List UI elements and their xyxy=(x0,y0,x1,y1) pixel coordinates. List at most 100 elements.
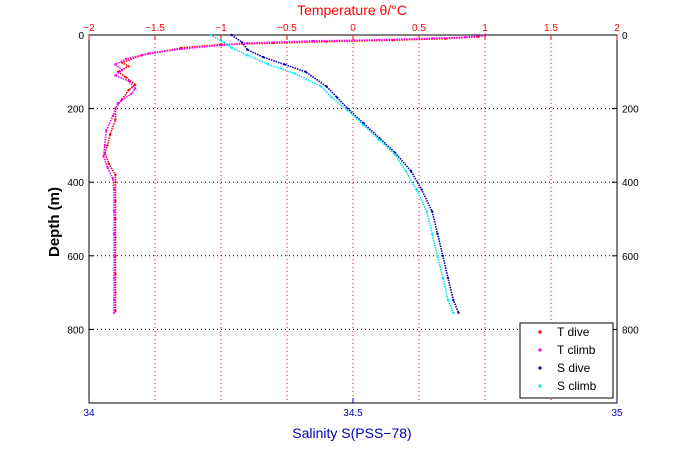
data-point xyxy=(127,89,130,92)
data-point xyxy=(180,47,183,51)
right-axis-tick-label: 600 xyxy=(622,252,639,263)
left-axis-tick-label: 200 xyxy=(67,105,84,116)
data-point xyxy=(431,210,434,213)
data-point xyxy=(112,210,116,213)
right-axis-tick-label: 200 xyxy=(622,105,639,116)
data-point xyxy=(134,87,137,90)
data-point xyxy=(112,311,116,314)
data-point xyxy=(394,153,397,156)
data-point xyxy=(404,170,407,173)
data-point xyxy=(112,254,116,257)
data-point xyxy=(209,33,212,37)
data-point xyxy=(120,68,124,72)
data-point xyxy=(127,79,130,83)
data-point xyxy=(420,188,423,191)
data-point xyxy=(346,107,349,110)
data-point xyxy=(436,254,439,257)
data-point xyxy=(111,177,115,180)
data-point xyxy=(394,151,397,154)
top-axis-tick-label: 2 xyxy=(614,23,620,34)
data-point xyxy=(114,74,117,77)
data-point xyxy=(240,41,244,44)
data-point xyxy=(436,232,439,235)
data-point xyxy=(219,39,223,42)
top-axis-title: Temperature θ/°C xyxy=(297,2,407,18)
data-point xyxy=(246,48,249,51)
data-point xyxy=(452,298,455,302)
data-point xyxy=(147,52,150,55)
legend-marker xyxy=(538,384,542,388)
legend-box xyxy=(519,322,614,399)
data-point xyxy=(114,63,117,66)
data-point xyxy=(111,114,115,118)
grid xyxy=(89,35,617,403)
data-point xyxy=(312,39,315,43)
data-point xyxy=(446,276,450,280)
legend-label: T climb xyxy=(557,343,596,357)
data-point xyxy=(246,54,249,57)
right-axis-tick-label: 800 xyxy=(622,325,639,336)
data-point xyxy=(336,96,339,99)
data-point xyxy=(108,133,112,136)
data-marks xyxy=(102,33,487,314)
data-point xyxy=(112,188,116,191)
data-point xyxy=(441,254,444,257)
data-point xyxy=(362,124,365,127)
top-axis-tick-label: −0.5 xyxy=(277,23,297,34)
data-point xyxy=(346,109,349,112)
data-point xyxy=(431,232,434,235)
top-axis-tick-label: 1 xyxy=(482,23,488,34)
data-point xyxy=(293,72,297,75)
data-point xyxy=(431,37,434,40)
data-point xyxy=(320,85,323,88)
left-axis-tick-label: 400 xyxy=(67,178,84,189)
data-point xyxy=(483,34,487,37)
data-point xyxy=(230,33,233,37)
legend-marker xyxy=(538,366,542,370)
top-axis-tick-label: −1 xyxy=(215,23,227,34)
data-point xyxy=(102,155,105,158)
y-axis-title: Depth (m) xyxy=(46,187,63,257)
left-axis-tick-label: 800 xyxy=(67,325,84,336)
legend-label: S climb xyxy=(557,379,597,393)
top-axis-tick-label: 0 xyxy=(350,23,356,34)
data-point xyxy=(107,162,111,165)
data-point xyxy=(130,92,133,96)
data-point xyxy=(127,65,130,68)
data-point xyxy=(114,173,117,176)
data-point xyxy=(378,38,381,41)
data-point xyxy=(267,63,270,66)
data-point xyxy=(457,311,460,314)
series-trace xyxy=(210,34,455,314)
data-point xyxy=(464,36,467,39)
top-axis-tick-label: −1.5 xyxy=(145,23,165,34)
right-axis-tick-label: 0 xyxy=(622,31,628,42)
legend-label: S dive xyxy=(557,361,591,375)
data-point xyxy=(124,76,128,79)
data-point xyxy=(134,83,137,86)
data-point xyxy=(425,210,429,213)
data-point xyxy=(246,41,249,45)
right-axis-tick-label: 400 xyxy=(622,178,639,189)
series-s-dive xyxy=(230,33,460,314)
legend-marker xyxy=(538,330,542,334)
series-trace xyxy=(102,34,486,313)
data-point xyxy=(112,276,116,280)
data-point xyxy=(304,70,307,74)
top-axis-tick-label: −2 xyxy=(83,23,95,34)
data-point xyxy=(112,232,116,235)
bottom-axis-tick-label: 35 xyxy=(611,408,623,419)
data-point xyxy=(378,138,381,142)
data-point xyxy=(409,170,413,173)
data-point xyxy=(103,144,107,147)
data-point xyxy=(114,118,117,121)
data-point xyxy=(116,101,120,105)
data-point xyxy=(106,144,109,147)
data-point xyxy=(283,63,286,66)
data-point xyxy=(230,46,233,50)
data-point xyxy=(112,298,116,302)
data-point xyxy=(124,57,128,61)
data-point xyxy=(106,166,109,169)
